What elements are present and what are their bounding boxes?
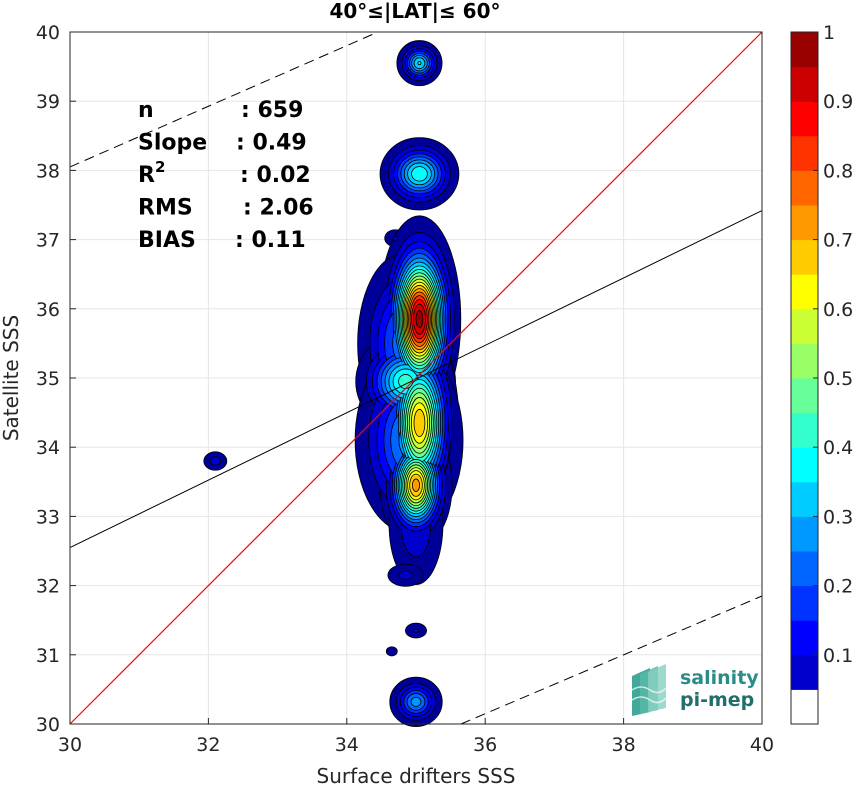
- colorbar-segment-2: [791, 654, 818, 690]
- colorbar-segment-18: [791, 101, 818, 137]
- colorbar-segment-14: [791, 239, 818, 275]
- contour-level-15-blob-9: [411, 478, 421, 492]
- stat-name-3: RMS: [138, 196, 193, 221]
- colorbar-tick-label: 0.8: [823, 160, 853, 182]
- stat-value-4: : 0.11: [235, 228, 306, 253]
- colorbar-segment-11: [791, 343, 818, 379]
- contour-level-8-blob-1: [411, 166, 428, 182]
- colorbar: 0.1 0.2 0.3 0.4 0.5 0.6 0.7 0.8 0.9 1: [790, 22, 853, 725]
- stat-value-3: : 2.06: [243, 196, 314, 221]
- colorbar-segment-16: [791, 170, 818, 206]
- stat-name-1: Slope: [138, 131, 207, 156]
- regression-line: [69, 210, 763, 548]
- stat-name-0: n: [138, 98, 154, 123]
- logo-line1: salinity: [680, 667, 759, 689]
- colorbar-segment-19: [791, 66, 818, 102]
- identity-line: [69, 31, 763, 725]
- colorbar-tick-label: 0.3: [823, 506, 853, 528]
- y-tick-label: 33: [36, 506, 60, 528]
- y-tick-label: 38: [36, 160, 60, 182]
- wave-logo-icon: [631, 664, 667, 716]
- salinity-pi-mep-logo: salinity pi-mep: [631, 664, 759, 716]
- density-contours: [203, 40, 464, 727]
- colorbar-segment-6: [791, 516, 818, 552]
- y-tick-label: 32: [36, 576, 60, 598]
- stat-name-4: BIAS: [138, 228, 196, 253]
- y-tick-label: 31: [36, 645, 60, 667]
- x-tick-label: 40: [750, 734, 774, 756]
- colorbar-tick-label: 0.6: [823, 299, 853, 321]
- axis-ticks: 30 32 34 36 38 40 30 31 32 33 34 35 36 37 38 39 40: [36, 22, 774, 756]
- contour-level-8-blob-0: [417, 61, 422, 66]
- y-tick-label: 30: [36, 714, 60, 736]
- y-axis-label: Satellite SSS: [0, 315, 23, 441]
- contour-level-2-blob-11: [398, 570, 413, 580]
- y-tick-label: 40: [36, 22, 60, 44]
- x-tick-label: 32: [196, 734, 220, 756]
- colorbar-segment-17: [791, 135, 818, 171]
- colorbar-segment-12: [791, 308, 818, 344]
- plot-area: 30 32 34 36 38 40 30 31 32 33 34 35 36 37 38 39 40: [36, 22, 774, 756]
- contour-level-2-blob-12: [413, 628, 419, 633]
- x-axis-label: Surface drifters SSS: [317, 764, 516, 786]
- y-tick-label: 35: [36, 368, 60, 390]
- y-tick-label: 37: [36, 230, 60, 252]
- contour-level-1-blob-13: [385, 646, 398, 657]
- chart-title: 40°≤|LAT|≤ 60°: [329, 0, 500, 23]
- x-tick-label: 34: [335, 734, 359, 756]
- y-tick-label: 34: [36, 437, 60, 459]
- colorbar-segment-5: [791, 551, 818, 587]
- contour-level-6-blob-14: [410, 696, 422, 707]
- stat-value-2: : 0.02: [240, 163, 311, 188]
- colorbar-tick-label: 1: [823, 22, 835, 44]
- colorbar-segment-4: [791, 585, 818, 621]
- colorbar-segment-8: [791, 447, 818, 483]
- colorbar-segment-13: [791, 274, 818, 310]
- colorbar-tick-label: 0.7: [823, 230, 853, 252]
- stat-value-1: : 0.49: [236, 131, 307, 156]
- logo-line2: pi-mep: [680, 689, 754, 711]
- colorbar-segment-15: [791, 205, 818, 241]
- bound-line-2: [460, 595, 763, 725]
- bound-line-1: [69, 31, 379, 168]
- stat-value-0: : 659: [241, 98, 303, 123]
- colorbar-tick-label: 0.9: [823, 91, 853, 113]
- y-tick-label: 39: [36, 91, 60, 113]
- colorbar-tick-label: 0.2: [823, 576, 853, 598]
- colorbar-segment-10: [791, 378, 818, 414]
- colorbar-segment-1: [791, 689, 818, 725]
- contour-level-14-blob-7: [413, 408, 426, 438]
- colorbar-segment-3: [791, 620, 818, 656]
- colorbar-tick-label: 0.4: [823, 437, 853, 459]
- stat-superscript: 2: [155, 158, 165, 176]
- colorbar-segment-20: [791, 32, 818, 68]
- x-tick-label: 30: [58, 734, 82, 756]
- x-tick-label: 36: [473, 734, 497, 756]
- reference-lines: [69, 31, 763, 725]
- x-tick-label: 38: [612, 734, 636, 756]
- contour-level-20-blob-4: [415, 310, 424, 329]
- y-tick-label: 36: [36, 299, 60, 321]
- colorbar-tick-label: 0.5: [823, 368, 853, 390]
- colorbar-segment-7: [791, 481, 818, 517]
- contour-level-2-blob-15: [209, 456, 221, 466]
- colorbar-tick-label: 0.1: [823, 645, 853, 667]
- contour-level-2-blob-2: [392, 235, 399, 241]
- colorbar-segment-9: [791, 412, 818, 448]
